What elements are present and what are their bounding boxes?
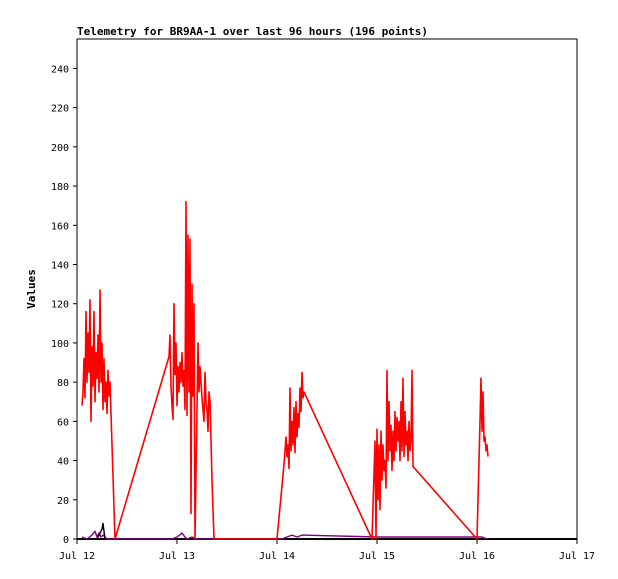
series-line bbox=[81, 530, 488, 540]
y-tick-label: 160 bbox=[51, 221, 69, 232]
y-tick-label: 240 bbox=[51, 64, 69, 75]
y-tick-label: 80 bbox=[57, 378, 69, 389]
series-line bbox=[81, 200, 489, 540]
y-axis-label: Values bbox=[25, 269, 38, 309]
x-axis: Jul 12 Jul 13 Jul 14 Jul 15 Jul 16 Jul 17 bbox=[59, 539, 595, 562]
x-tick-label: Jul 17 bbox=[559, 551, 595, 562]
y-tick-label: 120 bbox=[51, 300, 69, 311]
y-axis: 0 20 40 60 80 100 120 140 160 180 200 220 240 bbox=[51, 64, 77, 546]
chart-title: Telemetry for BR9AA-1 over last 96 hours… bbox=[77, 25, 428, 38]
x-tick-label: Jul 13 bbox=[159, 551, 195, 562]
y-tick-label: 40 bbox=[57, 457, 69, 468]
plot-frame bbox=[76, 38, 578, 540]
y-tick-label: 20 bbox=[57, 496, 69, 507]
series-layer bbox=[77, 200, 577, 540]
y-tick-label: 220 bbox=[51, 104, 69, 115]
y-tick-label: 0 bbox=[63, 535, 69, 546]
x-tick-label: Jul 14 bbox=[259, 551, 295, 562]
x-tick-label: Jul 16 bbox=[459, 551, 495, 562]
y-tick-label: 180 bbox=[51, 182, 69, 193]
x-tick-label: Jul 15 bbox=[359, 551, 395, 562]
series-line bbox=[96, 522, 106, 540]
y-tick-label: 60 bbox=[57, 417, 69, 428]
y-tick-label: 200 bbox=[51, 143, 69, 154]
y-tick-label: 140 bbox=[51, 260, 69, 271]
y-tick-label: 100 bbox=[51, 339, 69, 350]
x-tick-label: Jul 12 bbox=[59, 551, 95, 562]
